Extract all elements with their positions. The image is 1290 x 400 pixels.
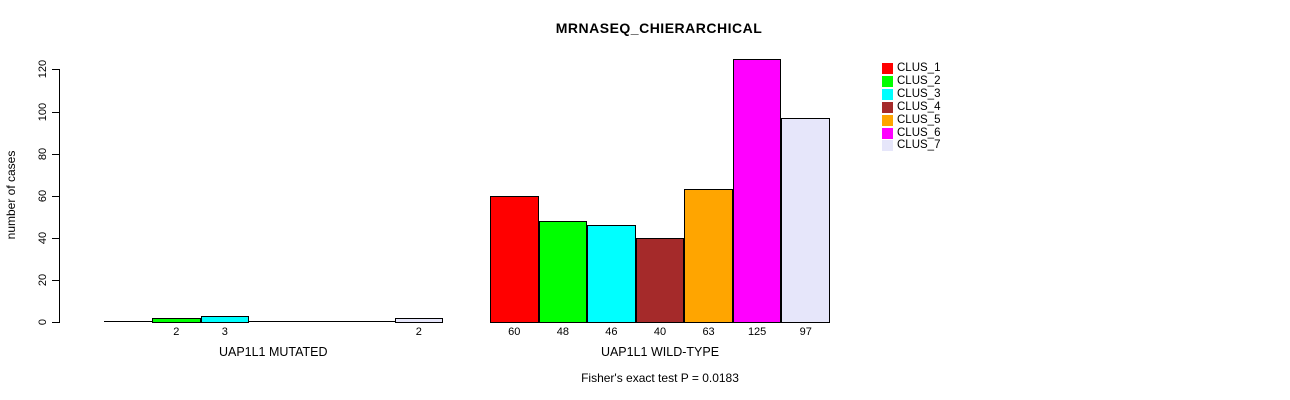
- y-tick: [52, 69, 60, 71]
- chart-title: MRNASEQ_CHIERARCHICAL: [555, 20, 763, 36]
- bar-value-label: 40: [653, 326, 667, 338]
- y-tick: [52, 237, 60, 239]
- bar-CLUS_1: [490, 196, 539, 323]
- bar-CLUS_7: [781, 118, 830, 323]
- bar-value-label: 48: [556, 326, 569, 338]
- legend-label: CLUS_6: [897, 126, 941, 139]
- y-tick-label: 0: [37, 318, 49, 326]
- baseline-segment-CLUS_6: [346, 321, 396, 322]
- legend-label: CLUS_1: [897, 62, 941, 74]
- y-tick: [52, 322, 60, 323]
- legend-swatch-CLUS_1: [882, 63, 893, 74]
- bar-value-label: 63: [702, 326, 715, 338]
- baseline-segment-CLUS_5: [297, 321, 347, 322]
- y-tick-label: 120: [37, 60, 49, 79]
- bar-value-label: 125: [747, 326, 767, 338]
- bar-CLUS_4: [635, 238, 685, 323]
- y-tick-label: 80: [37, 147, 49, 160]
- legend-label: CLUS_7: [897, 139, 941, 152]
- bar-value-label: 2: [173, 326, 180, 338]
- legend-swatch-CLUS_4: [882, 101, 893, 113]
- y-tick-label: 20: [37, 273, 49, 287]
- y-tick: [52, 195, 60, 197]
- bar-CLUS_7: [394, 318, 443, 323]
- legend-swatch-CLUS_7: [882, 140, 893, 152]
- y-tick: [52, 111, 60, 113]
- legend-swatch-CLUS_5: [882, 114, 893, 126]
- baseline-segment-CLUS_4: [249, 321, 299, 322]
- y-axis-title: number of cases: [4, 150, 18, 240]
- legend-swatch-CLUS_2: [882, 75, 893, 87]
- bar-CLUS_2: [538, 221, 588, 323]
- legend-label: CLUS_3: [897, 87, 941, 100]
- bar-CLUS_2: [152, 318, 201, 323]
- y-tick-label: 100: [37, 102, 49, 121]
- x-axis-group-label: UAP1L1 WILD-TYPE: [600, 345, 720, 359]
- bar-CLUS_3: [587, 225, 636, 323]
- stat-annotation: Fisher's exact test P = 0.0183: [581, 371, 739, 385]
- bar-value-label: 60: [508, 326, 521, 338]
- legend-label: CLUS_2: [897, 74, 941, 87]
- bar-value-label: 97: [799, 326, 812, 338]
- bar-CLUS_6: [732, 59, 782, 323]
- y-tick: [52, 153, 60, 155]
- legend-swatch-CLUS_3: [882, 88, 893, 100]
- y-tick: [52, 279, 60, 281]
- baseline-segment-CLUS_1: [103, 321, 153, 322]
- bar-value-label: 3: [221, 326, 228, 338]
- bar-value-label: 46: [605, 326, 618, 338]
- x-axis-group-label: UAP1L1 MUTATED: [218, 345, 328, 359]
- legend-swatch-CLUS_6: [882, 127, 893, 139]
- bar-CLUS_3: [200, 316, 249, 323]
- legend-label: CLUS_5: [897, 113, 941, 126]
- y-tick-label: 60: [37, 189, 49, 202]
- y-tick-label: 40: [37, 231, 49, 244]
- bar-CLUS_5: [684, 189, 733, 323]
- legend-label: CLUS_4: [897, 100, 941, 113]
- bar-value-label: 2: [415, 326, 422, 338]
